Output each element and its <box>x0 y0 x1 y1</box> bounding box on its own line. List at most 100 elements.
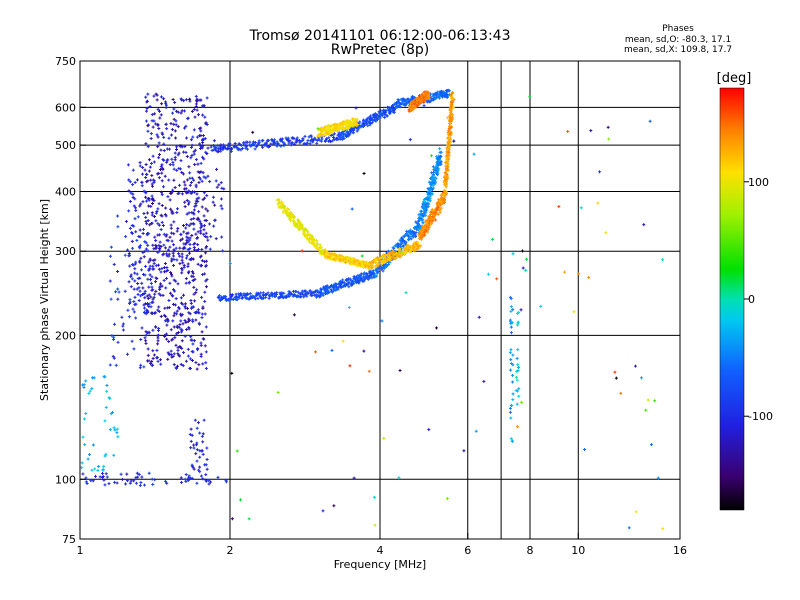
data-point <box>180 271 184 275</box>
data-point <box>149 278 153 282</box>
data-point <box>154 219 158 223</box>
data-point <box>639 376 643 380</box>
data-point <box>192 128 196 132</box>
data-point <box>210 149 214 153</box>
data-point <box>139 268 143 272</box>
data-point <box>204 350 208 354</box>
x-tick-label: 6 <box>464 544 471 557</box>
data-point <box>292 137 296 141</box>
data-point <box>109 245 113 249</box>
data-point <box>321 509 325 513</box>
data-point <box>508 351 512 355</box>
data-point <box>141 166 145 170</box>
data-point <box>125 472 129 476</box>
data-point <box>438 147 442 151</box>
data-point <box>109 297 113 301</box>
data-point <box>174 119 178 123</box>
data-point <box>175 148 179 152</box>
data-point <box>180 192 184 196</box>
data-point <box>204 207 208 211</box>
data-point <box>178 246 182 250</box>
data-point <box>288 215 292 219</box>
data-point <box>157 263 161 267</box>
data-point <box>370 276 374 280</box>
data-point <box>191 135 195 139</box>
data-point <box>156 207 160 211</box>
data-point <box>201 134 205 138</box>
data-point <box>197 210 201 214</box>
data-point <box>203 344 207 348</box>
data-point <box>203 463 207 467</box>
data-point <box>520 249 524 253</box>
data-point <box>411 235 415 239</box>
data-point <box>367 277 371 281</box>
data-point <box>219 197 223 201</box>
data-point <box>132 287 136 291</box>
chart-subtitle: RwPretec (8p) <box>330 42 430 58</box>
data-point <box>204 366 208 370</box>
data-point <box>452 139 456 143</box>
data-point <box>142 211 146 215</box>
data-point <box>200 179 204 183</box>
data-point <box>627 526 631 530</box>
data-point <box>112 453 116 457</box>
data-point <box>314 350 318 354</box>
data-point <box>162 97 166 101</box>
data-point <box>298 292 302 296</box>
data-point <box>486 272 490 276</box>
data-point <box>162 149 166 153</box>
data-point <box>292 313 296 317</box>
data-point <box>435 171 439 175</box>
data-point <box>644 408 648 412</box>
data-point <box>406 97 410 101</box>
data-point <box>264 141 268 145</box>
data-point <box>188 183 192 187</box>
x-tick-label: 8 <box>527 544 534 557</box>
data-point <box>172 107 176 111</box>
data-point <box>169 349 173 353</box>
data-point <box>194 183 198 187</box>
data-point <box>165 147 169 151</box>
data-point <box>130 239 134 243</box>
data-point <box>321 292 325 296</box>
data-point <box>195 108 199 112</box>
data-point <box>509 325 513 329</box>
data-point <box>412 231 416 235</box>
data-point <box>524 268 528 272</box>
data-point <box>194 94 198 98</box>
data-point <box>182 224 186 228</box>
data-point <box>194 452 198 456</box>
data-point <box>175 229 179 233</box>
data-point <box>170 239 174 243</box>
data-point <box>152 94 156 98</box>
data-point <box>130 277 134 281</box>
colorbar-tick-label: 0 <box>748 293 755 306</box>
data-point <box>253 140 257 144</box>
data-point <box>327 291 331 295</box>
data-point <box>159 95 163 99</box>
data-point <box>139 363 143 367</box>
data-point <box>189 427 193 431</box>
data-point <box>228 298 232 302</box>
data-point <box>347 281 351 285</box>
data-point <box>300 249 304 253</box>
data-point <box>397 243 401 247</box>
data-point <box>172 243 176 247</box>
data-point <box>330 139 334 143</box>
data-point <box>276 391 280 395</box>
colorbar-ticks: 100 0 -100 <box>744 176 773 423</box>
data-point <box>84 411 88 415</box>
data-point <box>302 295 306 299</box>
data-point <box>154 280 158 284</box>
data-point <box>436 169 440 173</box>
data-point <box>134 481 138 485</box>
data-point <box>143 306 147 310</box>
data-point <box>200 330 204 334</box>
data-point <box>290 141 294 145</box>
data-point <box>431 94 435 98</box>
data-point <box>94 474 98 478</box>
data-point <box>169 226 173 230</box>
data-point <box>275 291 279 295</box>
data-point <box>583 447 587 451</box>
data-point <box>108 363 112 367</box>
